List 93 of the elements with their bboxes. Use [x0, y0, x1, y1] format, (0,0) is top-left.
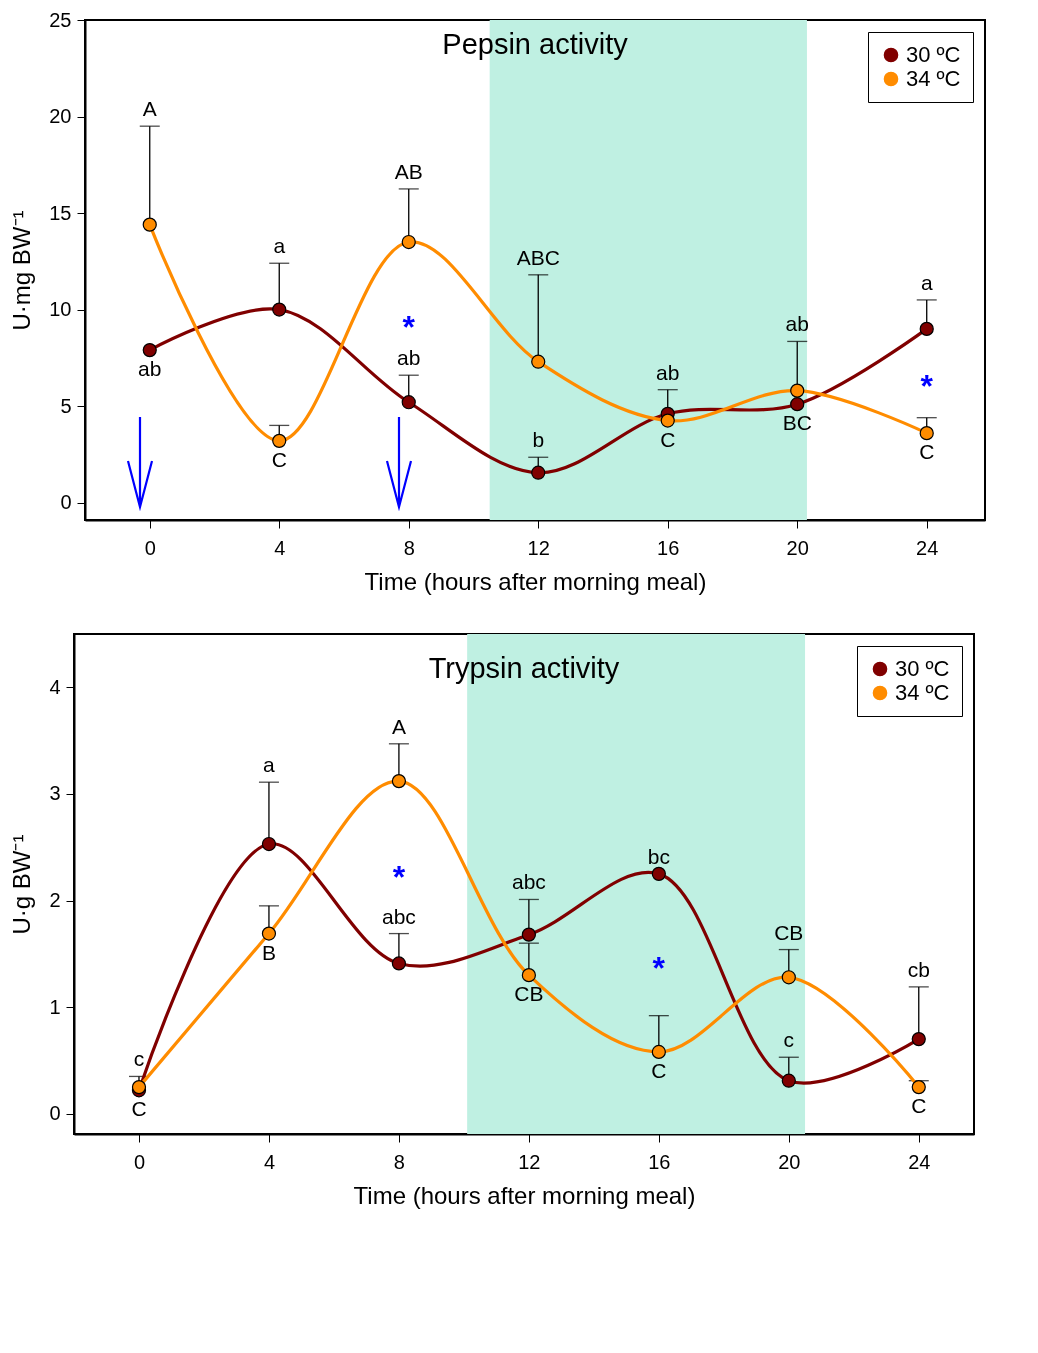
annotation: C: [660, 427, 676, 451]
chart-title: Pepsin activity: [442, 28, 629, 60]
annotation: C: [131, 1097, 147, 1121]
x-tick-label: 4: [274, 536, 286, 559]
point: [651, 866, 666, 881]
annotation: ab: [656, 360, 680, 384]
annotation: cb: [907, 957, 930, 981]
point: [272, 433, 287, 448]
y-tick-label: 20: [49, 105, 72, 128]
annotation: bc: [647, 844, 670, 868]
y-axis-title: U·g BW⁻¹: [8, 834, 36, 935]
x-tick-label: 12: [518, 1150, 541, 1173]
x-tick-label: 8: [393, 1150, 405, 1173]
y-tick-label: 15: [49, 201, 72, 224]
point: [790, 383, 805, 398]
x-tick-label: 16: [648, 1150, 671, 1173]
x-tick-label: 8: [403, 536, 415, 559]
annotation: *: [402, 309, 416, 346]
point: [531, 465, 546, 480]
point: [401, 234, 416, 250]
point: [142, 343, 157, 358]
annotation: a: [273, 234, 286, 258]
point: [391, 956, 407, 971]
annotation: *: [920, 368, 934, 404]
x-tick-label: 12: [527, 536, 550, 559]
annotation: b: [532, 428, 545, 452]
point: [781, 1073, 796, 1088]
annotation: *: [652, 949, 666, 986]
x-tick-label: 20: [786, 536, 809, 559]
x-tick-label: 4: [263, 1150, 276, 1173]
annotation: c: [133, 1047, 145, 1071]
annotation: A: [391, 714, 406, 738]
point: [261, 926, 277, 941]
annotation: C: [919, 440, 935, 464]
annotation: a: [263, 753, 276, 777]
annotation: ab: [785, 312, 809, 336]
annotation: CB: [514, 982, 544, 1006]
point: [911, 1032, 926, 1047]
annotation: B: [261, 940, 276, 964]
legend-label: 30 ºC: [895, 656, 950, 681]
point: [272, 302, 287, 317]
y-tick-label: 3: [49, 782, 61, 805]
annotation: C: [271, 447, 287, 471]
point: [391, 774, 407, 789]
annotation: C: [911, 1094, 927, 1118]
point: [919, 321, 934, 336]
y-axis-title: U·mg BW⁻¹: [8, 210, 36, 331]
annotation: abc: [511, 870, 546, 894]
point: [660, 413, 675, 428]
x-tick-label: 0: [144, 536, 156, 559]
point: [131, 1079, 147, 1095]
annotation: ab: [397, 346, 421, 370]
point: [919, 426, 934, 441]
y-tick-label: 0: [49, 1102, 61, 1125]
y-tick-label: 2: [49, 889, 61, 912]
x-tick-label: 24: [908, 1150, 931, 1173]
annotation: AB: [394, 159, 423, 183]
annotation: abc: [381, 904, 416, 928]
annotation: a: [920, 270, 933, 294]
annotation: ABC: [516, 245, 560, 269]
x-tick-label: 16: [657, 536, 680, 559]
x-tick-label: 24: [916, 536, 939, 559]
annotation: C: [651, 1058, 667, 1082]
annotation: *: [392, 859, 406, 896]
x-tick-label: 20: [778, 1150, 801, 1173]
y-tick-label: 25: [49, 8, 72, 31]
legend-label: 30 ºC: [906, 42, 961, 67]
y-tick-label: 5: [60, 394, 72, 417]
annotation: BC: [782, 411, 812, 435]
point: [521, 968, 536, 983]
point: [261, 836, 277, 852]
y-tick-label: 0: [60, 491, 72, 514]
point: [790, 397, 805, 412]
x-axis-title: Time (hours after morning meal): [364, 567, 707, 595]
legend-label: 34 ºC: [895, 680, 950, 705]
point: [651, 1044, 666, 1060]
y-tick-label: 1: [49, 995, 61, 1018]
annotation: CB: [774, 920, 804, 944]
annotation: c: [783, 1028, 795, 1052]
point: [911, 1079, 926, 1095]
point: [781, 970, 796, 985]
point: [401, 395, 416, 410]
x-axis-title: Time (hours after morning meal): [353, 1181, 696, 1209]
text: Trypsin activity: [428, 652, 620, 684]
annotation: A: [142, 97, 157, 121]
annotation: ab: [138, 357, 162, 381]
point: [521, 927, 536, 942]
x-tick-label: 0: [133, 1150, 146, 1173]
point: [531, 354, 546, 369]
y-tick-label: 4: [49, 675, 61, 698]
point: [142, 217, 157, 232]
y-tick-label: 10: [49, 298, 72, 321]
legend-label: 34 ºC: [906, 66, 961, 91]
